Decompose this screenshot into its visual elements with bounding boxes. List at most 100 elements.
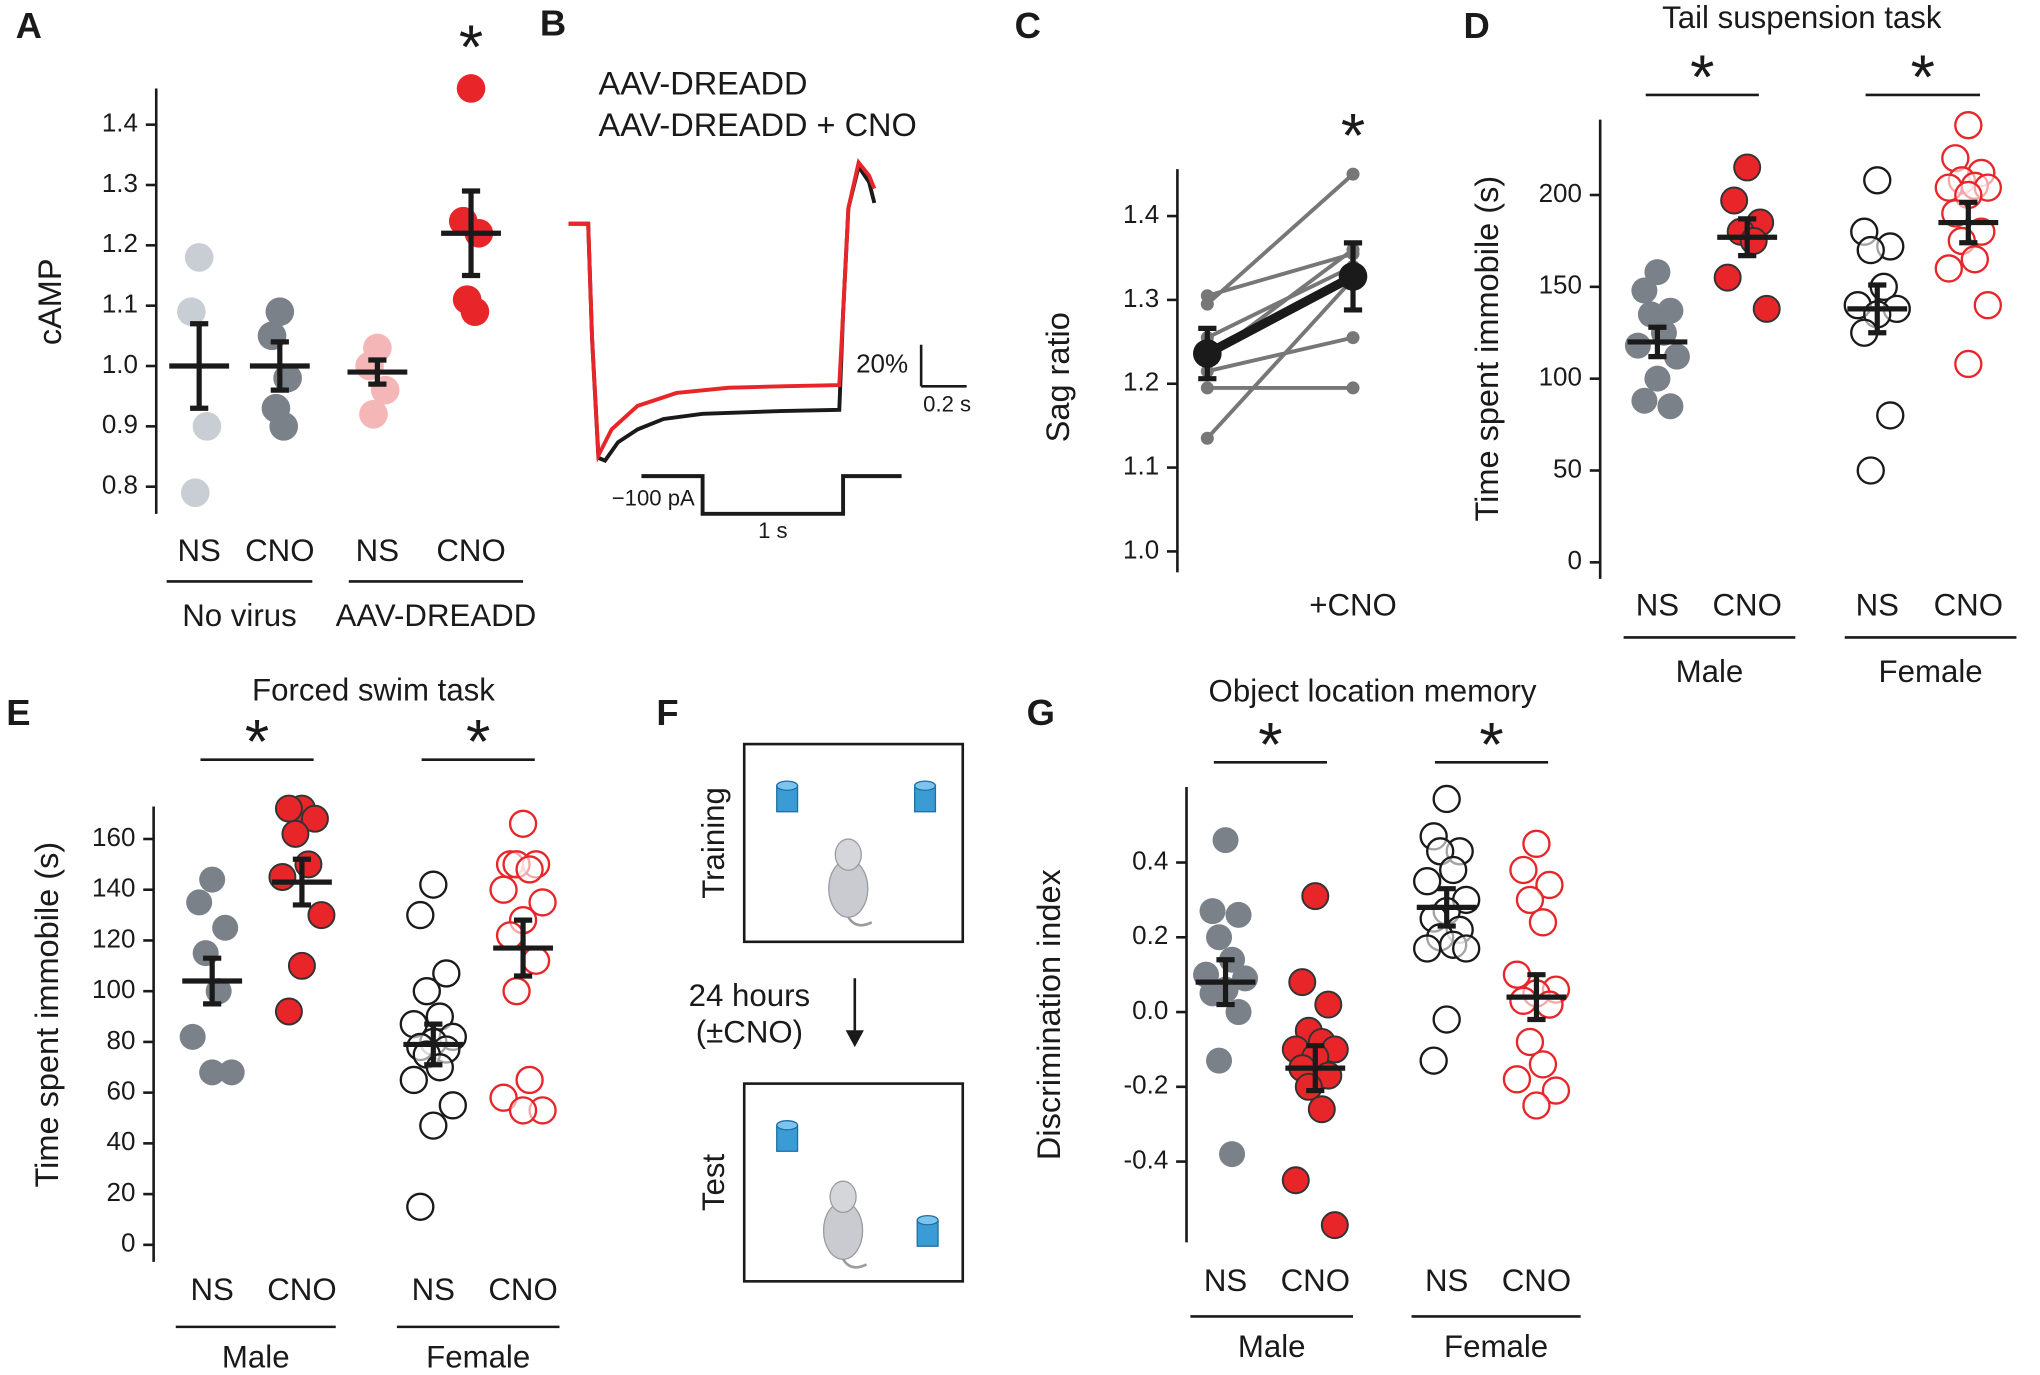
data-point	[489, 1083, 518, 1112]
data-point	[1219, 1141, 1246, 1168]
scale-label: 0.2 s	[923, 392, 971, 417]
mouse-head	[829, 1180, 857, 1214]
y-tick-label: -0.4	[1123, 1144, 1168, 1174]
y-tick-label: 1.2	[1123, 367, 1159, 397]
data-point	[1522, 1091, 1551, 1120]
significance-star: *	[245, 707, 269, 777]
data-point	[1644, 365, 1671, 392]
data-point	[406, 900, 435, 930]
x-tick-label: CNO	[1281, 1263, 1350, 1298]
stimulus-label: 1 s	[758, 518, 787, 543]
group-label: Male	[1676, 654, 1744, 689]
data-point	[1301, 882, 1330, 911]
x-tick-label: CNO	[267, 1272, 336, 1307]
arrow-head	[845, 1030, 864, 1048]
panel-letter: D	[1463, 5, 1489, 46]
x-tick-label: +CNO	[1309, 588, 1397, 623]
interval-label: (±CNO)	[696, 1014, 803, 1049]
stage-label: Test	[696, 1154, 731, 1212]
data-point	[515, 855, 544, 884]
data-point	[406, 1192, 435, 1221]
y-axis-label: Discrimination index	[1031, 869, 1067, 1160]
significance-star: *	[1911, 42, 1935, 112]
data-point	[1206, 924, 1233, 951]
cylinder-top	[776, 780, 799, 791]
y-tick-label: 0.9	[102, 409, 138, 439]
x-tick-label: CNO	[436, 533, 505, 568]
x-tick-label: CNO	[1934, 588, 2003, 623]
data-point	[460, 297, 490, 327]
y-tick-label: 1.4	[1123, 199, 1159, 229]
data-point	[307, 901, 336, 930]
legend-label: AAV-DREADD	[599, 65, 808, 101]
data-point	[1528, 1050, 1558, 1079]
data-point	[269, 412, 299, 441]
data-point	[287, 951, 316, 980]
trace	[568, 161, 877, 463]
data-point	[432, 959, 461, 988]
x-tick-label: NS	[1636, 588, 1679, 623]
data-point	[1346, 381, 1360, 395]
data-point	[300, 804, 329, 833]
y-tick-label: 1.1	[1123, 450, 1159, 480]
y-tick-label: 80	[106, 1025, 135, 1055]
data-point	[1863, 166, 1892, 195]
data-point	[1752, 294, 1781, 323]
chart-title: Object location memory	[1209, 674, 1537, 709]
data-point	[508, 809, 538, 838]
y-tick-label: 1.3	[1123, 283, 1159, 313]
pair-line	[1206, 251, 1354, 298]
data-point	[294, 850, 323, 879]
data-point	[1212, 827, 1239, 854]
x-tick-label: NS	[1425, 1263, 1468, 1298]
data-point	[1432, 784, 1461, 814]
group-label: Male	[222, 1340, 290, 1375]
data-point	[1657, 393, 1684, 420]
group-label: AAV-DREADD	[336, 598, 537, 633]
data-point	[1637, 301, 1664, 328]
trace	[568, 158, 877, 463]
data-point	[515, 1065, 544, 1095]
data-point	[1281, 1166, 1310, 1195]
data-point	[1199, 980, 1226, 1007]
data-point	[1232, 965, 1259, 992]
cylinder-top	[913, 780, 937, 791]
data-point	[359, 399, 388, 429]
y-tick-label: 160	[92, 822, 135, 852]
panel-letter: C	[1015, 5, 1041, 46]
data-point	[438, 1091, 468, 1120]
data-point	[1960, 245, 1990, 274]
data-point	[1954, 349, 1983, 379]
data-point	[1200, 297, 1214, 311]
data-point	[268, 863, 297, 892]
data-point	[199, 866, 226, 893]
data-point	[495, 921, 525, 950]
data-point	[1509, 855, 1538, 885]
data-point	[1419, 1046, 1448, 1075]
cylinder-top	[916, 1214, 939, 1226]
data-point	[412, 977, 441, 1006]
data-point	[1528, 908, 1558, 937]
data-point	[1509, 986, 1538, 1016]
x-tick-label: NS	[190, 1272, 233, 1307]
chart-title: Forced swim task	[252, 672, 495, 707]
data-point	[1439, 855, 1468, 885]
significance-star: *	[1479, 710, 1503, 780]
y-axis-label: Sag ratio	[1040, 312, 1076, 442]
pair-line	[1206, 172, 1355, 306]
y-tick-label: 120	[92, 923, 135, 953]
y-tick-label: 1.0	[1123, 534, 1159, 564]
data-point	[1644, 259, 1671, 286]
y-tick-label: 0	[121, 1228, 135, 1258]
cylinder-top	[776, 1120, 799, 1131]
data-point	[528, 888, 557, 917]
data-point	[1535, 870, 1564, 900]
x-tick-label: NS	[177, 533, 220, 568]
data-point	[1954, 111, 1983, 140]
data-point	[1452, 934, 1481, 963]
data-point	[1206, 1047, 1233, 1074]
y-tick-label: -0.2	[1123, 1070, 1168, 1100]
data-point	[1320, 1211, 1349, 1240]
data-point	[1856, 456, 1885, 485]
